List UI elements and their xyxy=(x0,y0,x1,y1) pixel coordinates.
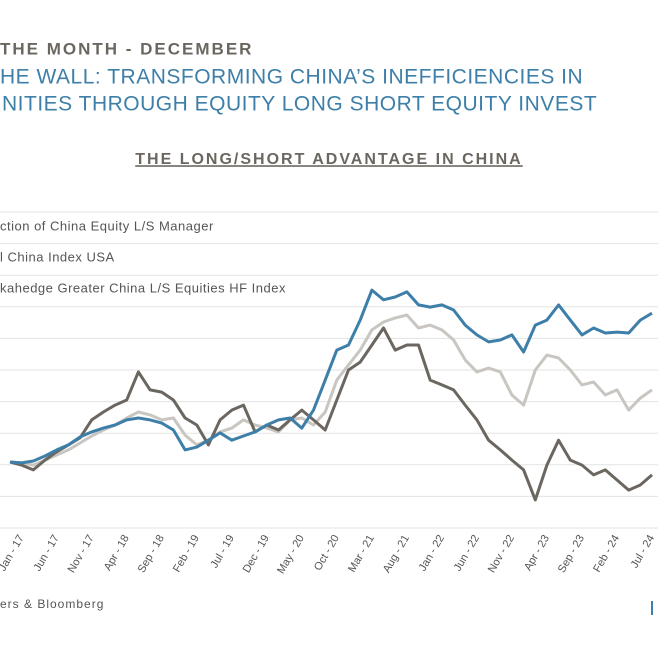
x-tick-label: Jun - 22 xyxy=(452,533,482,573)
legend-label: kahedge Greater China L/S Equities HF In… xyxy=(0,280,286,295)
series-line xyxy=(9,326,653,502)
x-tick-label: Apr - 18 xyxy=(102,533,132,573)
chart-title: THE LONG/SHORT ADVANTAGE IN CHINA xyxy=(135,151,522,168)
kicker: THE MONTH - DECEMBER xyxy=(0,39,253,58)
x-tick-label: Jan - 17 xyxy=(0,533,27,573)
x-tick-label: Feb - 24 xyxy=(591,533,622,574)
x-tick-label: Jan - 22 xyxy=(417,533,447,573)
x-tick-label: Jul - 24 xyxy=(629,533,657,570)
headline: NITIES THROUGH EQUITY LONG SHORT EQUITY … xyxy=(2,93,597,116)
x-tick-label: Jul - 19 xyxy=(208,533,236,570)
headline: HE WALL: TRANSFORMING CHINA’S INEFFICIEN… xyxy=(0,66,583,89)
series-line xyxy=(9,288,653,465)
x-tick-label: Apr - 23 xyxy=(522,533,552,573)
x-tick-label: Jun - 17 xyxy=(32,533,62,573)
x-tick-label: Dec - 19 xyxy=(241,533,272,575)
x-tick-label: Nov - 17 xyxy=(66,533,97,575)
x-tick-label: Oct - 20 xyxy=(312,533,342,573)
x-tick-label: May - 20 xyxy=(275,533,307,576)
x-tick-label: Sep - 23 xyxy=(556,533,587,575)
x-tick-label: Aug - 21 xyxy=(381,533,412,575)
legend-label: l China Index USA xyxy=(0,249,115,264)
legend-label: ction of China Equity L/S Manager xyxy=(0,218,214,233)
series-line xyxy=(9,313,653,467)
x-tick-label: Mar - 21 xyxy=(346,533,377,574)
x-tick-label: Nov - 22 xyxy=(486,533,517,575)
decoration xyxy=(651,601,653,615)
x-tick-label: Feb - 19 xyxy=(171,533,202,574)
x-tick-label: Sep - 18 xyxy=(136,533,167,575)
source: ers & Bloomberg xyxy=(0,597,104,611)
